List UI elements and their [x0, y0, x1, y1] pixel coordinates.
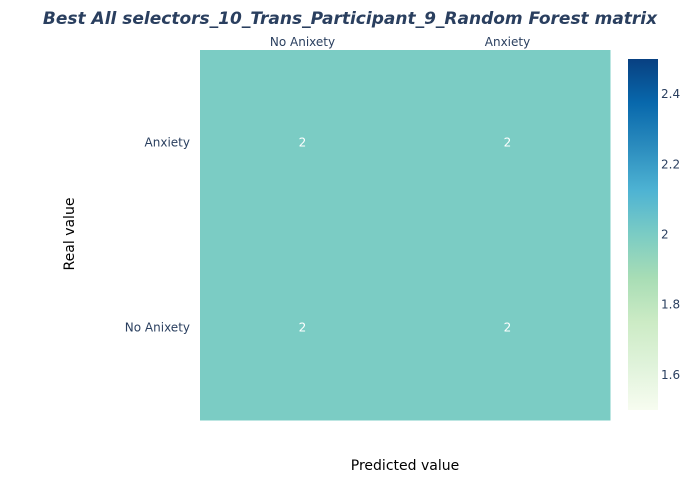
cell-value-label: 2: [299, 321, 307, 335]
heatmap-cells: [200, 50, 611, 421]
x-axis-title: Predicted value: [351, 458, 459, 474]
cell-value-label: 2: [504, 321, 512, 335]
heatmap-cell: [200, 50, 406, 236]
x-axis-ticks: No Anixety Anxiety: [270, 35, 530, 49]
x-tick-label: Anxiety: [485, 35, 530, 49]
heatmap-cell: [405, 50, 611, 236]
colorbar-ticks: 1.6 1.8 2 2.2 2.4: [661, 87, 680, 382]
colorbar-tick-label: 1.8: [661, 298, 680, 312]
cell-value-label: 2: [299, 136, 307, 150]
heatmap-cell: [200, 235, 406, 421]
y-axis-ticks: Anxiety No Anixety: [125, 136, 190, 335]
y-axis-title: Real value: [62, 198, 78, 271]
heatmap-cell: [405, 235, 611, 421]
cell-labels: 2 2 2 2: [299, 136, 512, 335]
colorbar-tick-label: 2: [661, 228, 669, 242]
colorbar-tick-label: 2.2: [661, 157, 680, 171]
x-tick-label: No Anixety: [270, 35, 335, 49]
cell-value-label: 2: [504, 136, 512, 150]
colorbar: 1.6 1.8 2 2.2 2.4: [628, 59, 680, 410]
colorbar-tick-label: 1.6: [661, 368, 680, 382]
chart-title: Best All selectors_10_Trans_Participant_…: [43, 9, 658, 29]
y-tick-label: No Anixety: [125, 321, 190, 335]
colorbar-gradient: [628, 59, 658, 410]
colorbar-tick-label: 2.4: [661, 87, 680, 101]
y-tick-label: Anxiety: [145, 136, 190, 150]
